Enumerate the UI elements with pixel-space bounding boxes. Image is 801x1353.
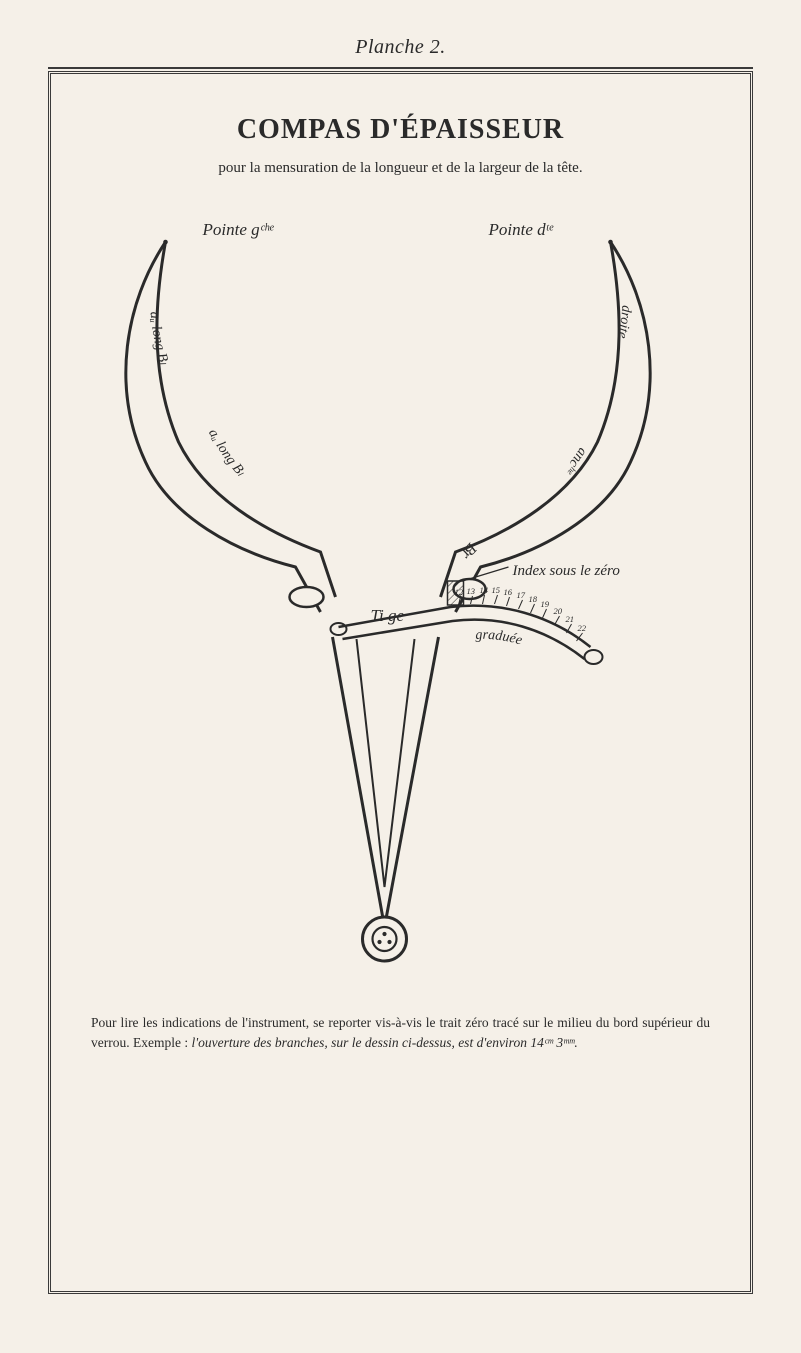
- left-branch-inner: [157, 242, 336, 597]
- left-point: [163, 240, 168, 245]
- svg-text:12: 12: [455, 587, 464, 597]
- index-pointer-line: [463, 567, 509, 581]
- lower-triangle-inner: [357, 639, 415, 887]
- label-index-zero: Index sous le zéro: [512, 563, 621, 579]
- page-subtitle: pour la mensuration de la longueur et de…: [69, 160, 732, 177]
- svg-text:13: 13: [467, 586, 476, 596]
- outer-frame: COMPAS D'ÉPAISSEUR pour la mensuration d…: [48, 71, 753, 1294]
- svg-text:15: 15: [492, 585, 501, 595]
- tige-bottom: [343, 620, 585, 659]
- left-pivot: [290, 587, 324, 607]
- tige-endcap: [585, 650, 603, 664]
- right-point: [608, 240, 613, 245]
- page-rule: [48, 67, 753, 69]
- caliper-svg: Pointe gᶜʰᵉ Pointe dᵗᵉ aᵤ long Bₗ aᵤ lon…: [69, 207, 732, 987]
- svg-text:17: 17: [517, 590, 526, 600]
- svg-text:16: 16: [504, 587, 513, 597]
- svg-text:22: 22: [578, 623, 587, 633]
- page-title: COMPAS D'ÉPAISSEUR: [69, 114, 732, 146]
- caption-example: l'ouverture des branches, sur le dessin …: [191, 1035, 577, 1050]
- svg-text:20: 20: [554, 606, 563, 616]
- page: Planche 2. COMPAS D'ÉPAISSEUR pour la me…: [0, 0, 801, 1353]
- label-left-branch-bot: aᵤ long Bₗ: [205, 427, 248, 481]
- caption: Pour lire les indications de l'instrumen…: [91, 1013, 710, 1052]
- right-branch-outer: [456, 242, 651, 612]
- svg-text:19: 19: [541, 599, 550, 609]
- caliper-diagram: Pointe gᶜʰᵉ Pointe dᵗᵉ aᵤ long Bₗ aᵤ lon…: [69, 207, 732, 987]
- svg-text:18: 18: [529, 594, 538, 604]
- label-left-branch-top: aᵤ long Bₗ: [146, 311, 171, 368]
- plate-label: Planche 2.: [48, 36, 753, 59]
- label-pointe-gauche: Pointe gᶜʰᵉ: [202, 220, 274, 239]
- label-graduee: graduée: [475, 628, 524, 649]
- bottom-pivot-inner: [373, 927, 397, 951]
- label-pointe-droite: Pointe dᵗᵉ: [488, 220, 554, 239]
- label-tige: Ti ge: [371, 606, 405, 625]
- svg-text:14: 14: [480, 585, 489, 595]
- left-branch-outer: [126, 242, 321, 612]
- svg-text:21: 21: [566, 614, 575, 624]
